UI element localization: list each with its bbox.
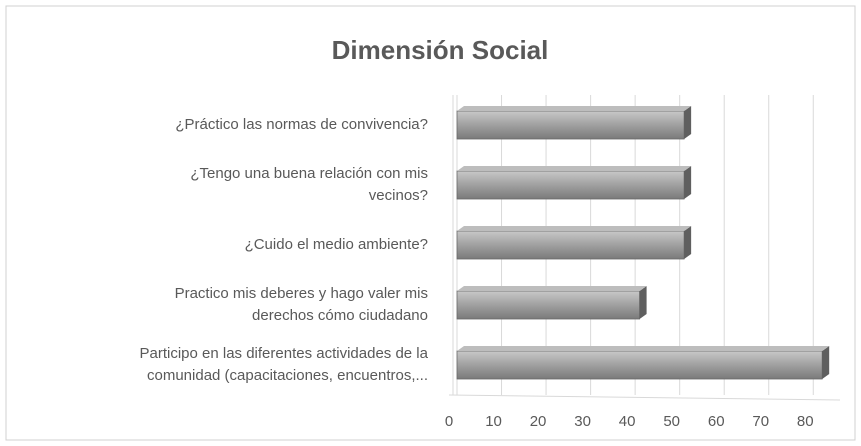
- x-tick-label: 20: [530, 413, 547, 430]
- y-tick-label: Practico mis deberes y hago valer mis de…: [174, 285, 428, 324]
- bar: [456, 286, 647, 320]
- x-tick-label: 10: [485, 413, 502, 430]
- bar: [456, 166, 692, 200]
- y-tick-label: ¿Tengo una buena relación con mis vecino…: [190, 165, 428, 204]
- x-tick-label: 70: [752, 413, 769, 430]
- chart-title: Dimensión Social: [332, 35, 549, 65]
- x-tick-label: 60: [708, 413, 725, 430]
- x-tick-label: 50: [663, 413, 680, 430]
- x-axis: [448, 394, 841, 401]
- y-tick-label: ¿Cuido el medio ambiente?: [244, 236, 428, 253]
- bar: [456, 226, 692, 260]
- x-tick-label: 30: [574, 413, 591, 430]
- x-tick-label: 40: [619, 413, 636, 430]
- bar: [456, 346, 830, 380]
- x-tick-label: 0: [445, 413, 453, 430]
- x-tick-label: 80: [797, 413, 814, 430]
- y-tick-label: ¿Práctico las normas de convivencia?: [175, 116, 428, 133]
- y-tick-label: Participo en las diferentes actividades …: [139, 345, 428, 384]
- bar: [456, 106, 692, 140]
